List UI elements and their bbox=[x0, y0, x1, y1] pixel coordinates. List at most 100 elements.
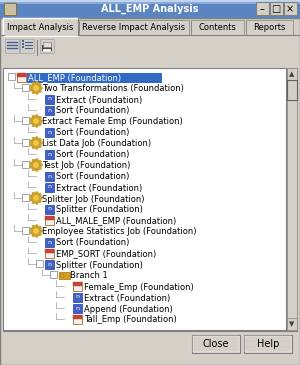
Bar bbox=[45, 260, 54, 269]
Bar bbox=[245, 336, 291, 352]
Bar bbox=[42, 45, 52, 51]
Circle shape bbox=[32, 124, 34, 126]
Circle shape bbox=[39, 117, 41, 119]
Text: Extract (Foundation): Extract (Foundation) bbox=[84, 293, 170, 303]
Bar bbox=[43, 49, 51, 52]
Circle shape bbox=[39, 139, 41, 141]
Circle shape bbox=[40, 142, 42, 144]
Circle shape bbox=[34, 229, 38, 233]
Text: n: n bbox=[47, 173, 51, 178]
Text: Reverse Impact Analysis: Reverse Impact Analysis bbox=[82, 23, 186, 31]
Circle shape bbox=[39, 200, 41, 202]
Circle shape bbox=[32, 138, 34, 140]
Bar bbox=[0, 0, 300, 4]
Circle shape bbox=[32, 161, 40, 169]
Text: ALL_MALE_EMP (Foundation): ALL_MALE_EMP (Foundation) bbox=[56, 216, 176, 226]
Text: Extract (Foundation): Extract (Foundation) bbox=[56, 96, 142, 104]
Bar bbox=[244, 335, 292, 353]
Bar bbox=[73, 282, 82, 291]
Bar bbox=[193, 336, 239, 352]
Bar bbox=[22, 161, 29, 168]
Circle shape bbox=[32, 168, 34, 170]
Text: Test Job (Foundation): Test Job (Foundation) bbox=[42, 161, 130, 170]
Text: ALL_EMP Analysis: ALL_EMP Analysis bbox=[101, 4, 199, 14]
Bar bbox=[73, 293, 82, 302]
Circle shape bbox=[39, 123, 41, 125]
Bar bbox=[22, 139, 29, 146]
Circle shape bbox=[30, 199, 32, 201]
Circle shape bbox=[34, 86, 38, 90]
Bar bbox=[270, 2, 283, 15]
Circle shape bbox=[40, 87, 42, 89]
Text: Sort (Foundation): Sort (Foundation) bbox=[56, 238, 129, 247]
Text: n: n bbox=[47, 130, 51, 134]
Circle shape bbox=[39, 84, 41, 86]
Circle shape bbox=[30, 140, 32, 142]
Text: Two Transformations (Foundation): Two Transformations (Foundation) bbox=[42, 85, 184, 93]
Circle shape bbox=[34, 196, 38, 200]
Circle shape bbox=[39, 194, 41, 196]
Bar bbox=[59, 274, 64, 277]
Circle shape bbox=[39, 233, 41, 235]
Circle shape bbox=[36, 192, 38, 194]
Circle shape bbox=[30, 85, 32, 87]
Circle shape bbox=[32, 194, 40, 202]
Bar bbox=[287, 80, 297, 100]
Text: n: n bbox=[75, 295, 79, 300]
Text: n: n bbox=[47, 151, 51, 157]
Bar bbox=[0, 0, 300, 2]
Bar bbox=[73, 304, 82, 313]
Text: Extract (Foundation): Extract (Foundation) bbox=[56, 184, 142, 192]
Bar bbox=[22, 117, 29, 124]
Text: Append (Foundation): Append (Foundation) bbox=[84, 304, 173, 314]
Circle shape bbox=[30, 122, 32, 124]
Circle shape bbox=[36, 147, 38, 149]
Bar bbox=[45, 205, 54, 214]
Bar bbox=[20, 39, 34, 53]
Bar bbox=[22, 194, 29, 201]
Circle shape bbox=[36, 159, 38, 161]
Bar bbox=[192, 335, 240, 353]
Bar bbox=[79, 20, 189, 35]
Bar bbox=[45, 95, 54, 104]
Bar bbox=[45, 150, 54, 159]
Bar bbox=[40, 39, 54, 53]
Circle shape bbox=[36, 125, 38, 127]
Bar bbox=[3, 18, 78, 36]
Bar bbox=[287, 68, 297, 330]
Text: n: n bbox=[47, 261, 51, 266]
Bar bbox=[59, 272, 70, 279]
Bar bbox=[287, 68, 297, 80]
Circle shape bbox=[36, 137, 38, 139]
Bar bbox=[45, 216, 54, 220]
Circle shape bbox=[30, 228, 32, 230]
Circle shape bbox=[40, 164, 42, 166]
Bar bbox=[45, 249, 54, 253]
Circle shape bbox=[32, 117, 40, 125]
Text: Close: Close bbox=[203, 339, 229, 349]
Circle shape bbox=[30, 89, 32, 91]
Text: Reports: Reports bbox=[253, 23, 285, 31]
Text: n: n bbox=[47, 108, 51, 112]
Circle shape bbox=[40, 230, 42, 232]
Circle shape bbox=[39, 145, 41, 147]
Bar bbox=[45, 128, 54, 137]
Bar bbox=[3, 68, 286, 330]
Text: Female_Emp (Foundation): Female_Emp (Foundation) bbox=[84, 283, 194, 292]
Bar bbox=[17, 73, 26, 82]
Text: Splitter (Foundation): Splitter (Foundation) bbox=[56, 205, 143, 215]
Circle shape bbox=[36, 82, 38, 84]
Bar bbox=[256, 2, 269, 15]
Text: Splitter Job (Foundation): Splitter Job (Foundation) bbox=[42, 195, 145, 204]
Text: Sort (Foundation): Sort (Foundation) bbox=[56, 128, 129, 138]
Bar bbox=[73, 282, 82, 286]
Circle shape bbox=[32, 234, 34, 237]
Bar bbox=[4, 3, 16, 15]
Bar bbox=[5, 39, 19, 53]
Bar bbox=[8, 73, 15, 80]
Bar bbox=[43, 42, 51, 47]
Circle shape bbox=[32, 116, 34, 118]
Circle shape bbox=[30, 162, 32, 164]
Text: Impact Analysis: Impact Analysis bbox=[7, 23, 73, 31]
Circle shape bbox=[40, 197, 42, 199]
